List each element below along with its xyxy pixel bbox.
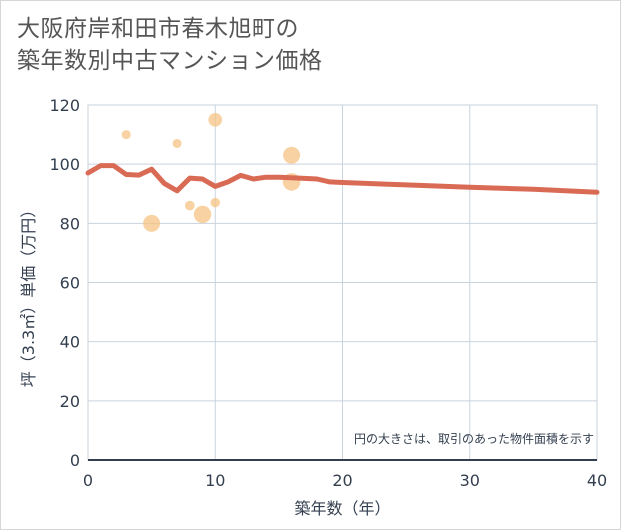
transaction-bubble [143, 214, 161, 232]
axes: 0 20 40 60 80 100 120 0 10 20 30 40 [49, 96, 607, 490]
x-axis-title: 築年数（年） [294, 499, 390, 518]
transaction-bubble [184, 200, 195, 211]
chart-title: 大阪府岸和田市春木旭町の 築年数別中古マンション価格 [17, 13, 323, 77]
average-price-line-group [85, 163, 600, 195]
y-tick-label: 60 [60, 274, 80, 293]
y-tick-label: 40 [60, 333, 80, 352]
transaction-bubble [172, 138, 182, 148]
x-tick-label: 10 [205, 471, 225, 490]
y-tick-label: 20 [60, 392, 80, 411]
y-tick-label: 80 [60, 214, 80, 233]
x-tick-label: 40 [587, 471, 607, 490]
y-tick-label: 0 [70, 451, 80, 470]
title-line-2: 築年数別中古マンション価格 [17, 48, 323, 74]
average-price-line [85, 163, 600, 195]
transaction-bubble [208, 112, 223, 127]
transaction-bubble [193, 205, 212, 224]
gridlines [88, 104, 598, 460]
transaction-bubble [283, 146, 301, 164]
title-line-1: 大阪府岸和田市春木旭町の [17, 16, 299, 42]
bubble-size-note: 円の大きさは、取引のあった物件面積を示す [354, 431, 594, 446]
x-tick-label: 0 [83, 471, 93, 490]
y-tick-label: 120 [49, 96, 80, 115]
x-tick-label: 30 [460, 471, 480, 490]
transaction-bubble [121, 130, 131, 140]
y-axis-title: 坪（3.3㎡）単価（万円） [19, 202, 38, 387]
y-tick-label: 100 [49, 155, 80, 174]
transaction-bubble [210, 197, 220, 208]
x-tick-label: 20 [332, 471, 352, 490]
